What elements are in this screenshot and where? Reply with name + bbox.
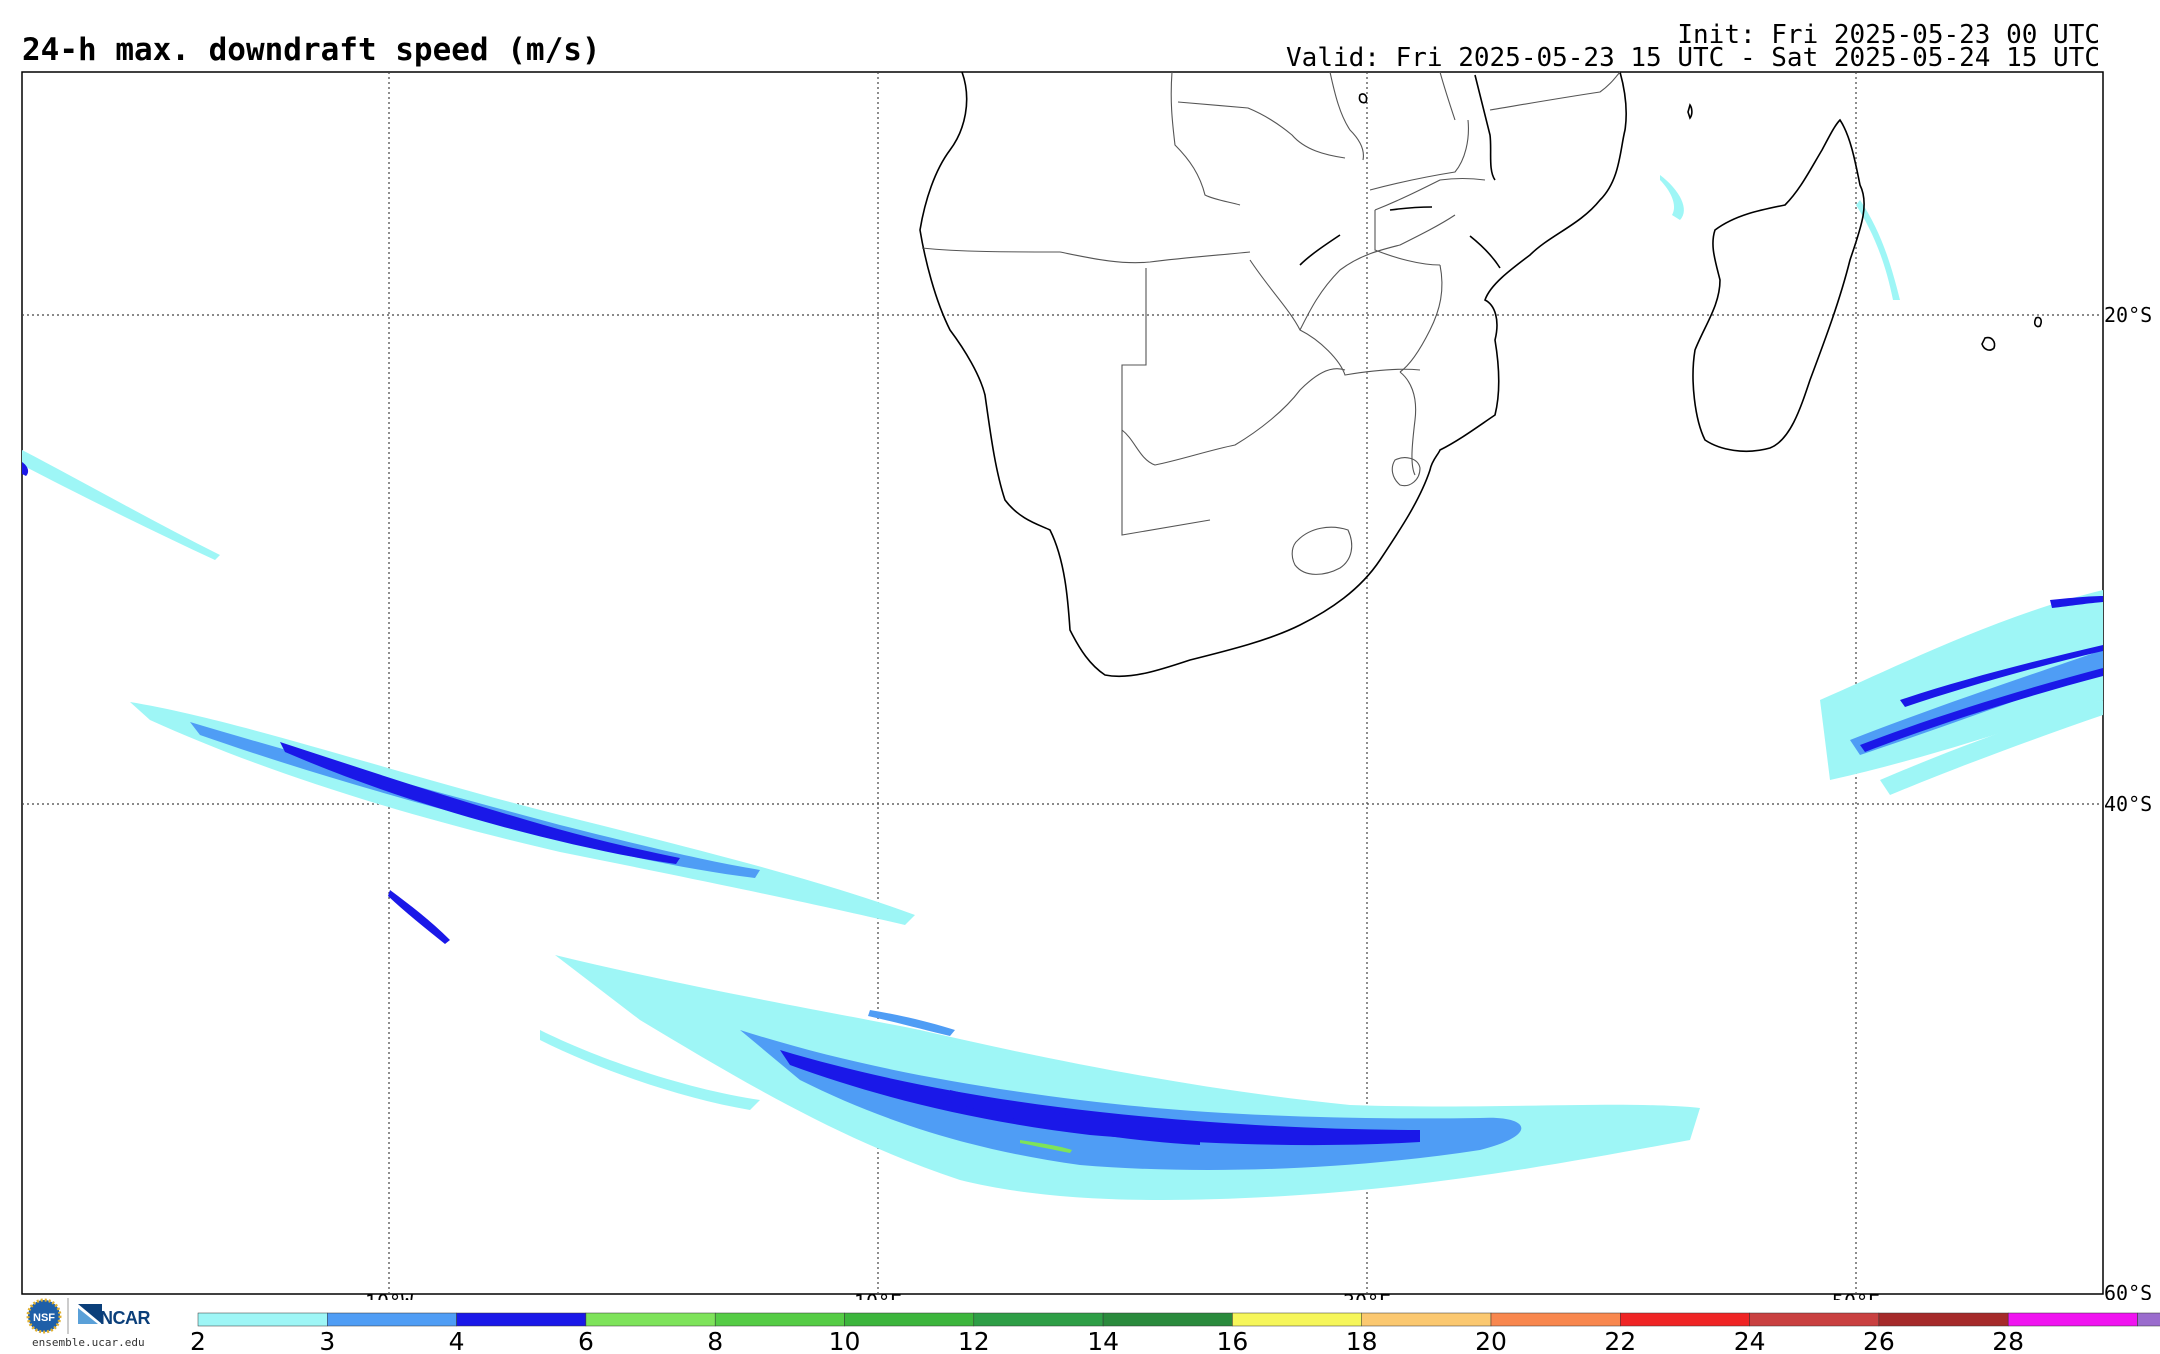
colorbar-swatch [1361, 1312, 1492, 1327]
colorbar-tick-label: 14 [1087, 1327, 1119, 1354]
country-borders [921, 71, 1621, 575]
ensemble-url: ensemble.ucar.edu [32, 1336, 145, 1349]
colorbar-swatch [456, 1312, 587, 1327]
colorbar-swatch [197, 1312, 328, 1327]
colorbar-swatch [1232, 1312, 1362, 1327]
colorbar-swatch [2007, 1312, 2138, 1327]
colorbar-tick-label: 24 [1734, 1327, 1766, 1354]
graticule [22, 72, 2103, 1294]
lat-label-40s: 40°S [2104, 792, 2152, 816]
colorbar-swatch [1878, 1312, 2009, 1327]
colorbar-swatch [973, 1312, 1104, 1327]
map-canvas: 10°W 10°E 30°E 50°E 20°S 40°S 60°S [21, 71, 2152, 1300]
colorbar-tick-label: 10 [829, 1327, 861, 1354]
lon-label-30e: 30°E [1343, 1290, 1391, 1300]
coastlines [919, 71, 2043, 678]
downdraft-field [22, 175, 2103, 1200]
lon-label-50e: 50°E [1832, 1290, 1880, 1300]
ncar-logo-text: NCAR [100, 1308, 151, 1328]
ncar-logo-icon [78, 1304, 102, 1324]
colorbar-tick-label: 26 [1863, 1327, 1895, 1354]
colorbar-swatch [1102, 1312, 1233, 1327]
svg-text:NSF: NSF [33, 1312, 55, 1324]
colorbar-swatch [1490, 1312, 1621, 1327]
colorbar: 2 3 4 6 8 10 12 14 16 18 20 22 24 26 28 [190, 1312, 2160, 1354]
colorbar-swatch [327, 1312, 457, 1327]
colorbar-swatch [2137, 1312, 2160, 1327]
colorbar-swatch [1620, 1312, 1750, 1327]
colorbar-tick-label: 8 [707, 1327, 723, 1354]
colorbar-swatch [1749, 1312, 1880, 1327]
colorbar-swatch [714, 1312, 845, 1327]
map-title: 24-h max. downdraft speed (m/s) [22, 32, 601, 68]
lon-label-10e: 10°E [854, 1290, 902, 1300]
colorbar-tick-label: 6 [578, 1327, 594, 1354]
colorbar-tick-label: 28 [1992, 1327, 2024, 1354]
colorbar-tick-label: 4 [449, 1327, 465, 1354]
colorbar-tick-label: 20 [1475, 1327, 1507, 1354]
colorbar-swatch [844, 1312, 975, 1327]
colorbar-tick-label: 22 [1604, 1327, 1636, 1354]
nsf-logo-icon: NSF [26, 1298, 62, 1334]
valid-time: Valid: Fri 2025-05-23 15 UTC - Sat 2025-… [1286, 43, 2100, 73]
colorbar-tick-label: 3 [319, 1327, 335, 1354]
colorbar-tick-label: 16 [1216, 1327, 1248, 1354]
colorbar-tick-label: 12 [958, 1327, 990, 1354]
lat-label-60s: 60°S [2104, 1281, 2152, 1300]
colorbar-swatch [585, 1312, 716, 1327]
colorbar-tick-label: 18 [1346, 1327, 1378, 1354]
logo-block: NSF [26, 1298, 102, 1334]
colorbar-tick-label: 2 [190, 1327, 206, 1354]
lat-label-20s: 20°S [2104, 303, 2152, 327]
lon-label-10w: 10°W [365, 1290, 414, 1300]
init-time: Init: Fri 2025-05-23 00 UTC [1677, 20, 2100, 50]
